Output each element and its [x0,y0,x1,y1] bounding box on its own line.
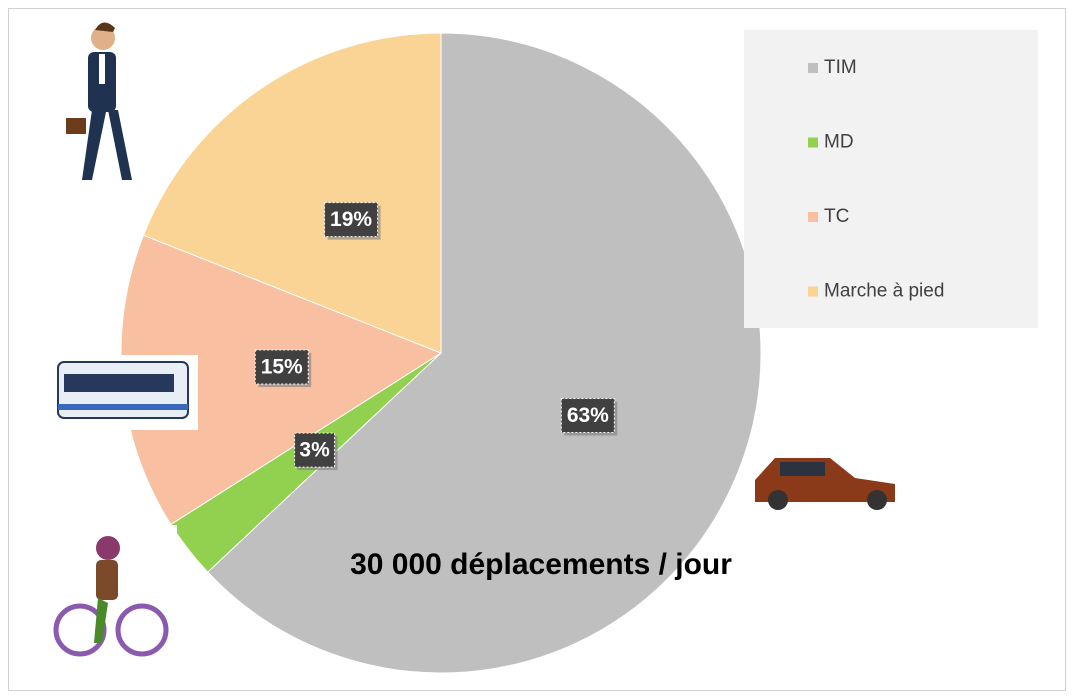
walker-icon [60,20,155,198]
data-label: 19% [330,208,372,231]
cyclist-icon [52,525,177,675]
annotation: 30 000 déplacements / jour [350,548,732,581]
legend-swatch [808,287,818,297]
data-label: 3% [299,439,330,462]
data-label: 15% [261,356,303,379]
chart: 63% 3% 15% 19% TIM MD TC Marche à pied 30 000 … [0,0,1074,700]
data-label: 63% [567,404,609,427]
legend-swatch [808,63,818,73]
car-icon [748,445,903,515]
legend-swatch [808,212,818,222]
legend-label: Marche à pied [824,281,944,302]
legend-label: TC [824,206,849,227]
legend-swatch [808,138,818,148]
page: 63% 3% 15% 19% TIM MD TC Marche à pied 30 000 … [0,0,1074,700]
tram-icon [58,355,198,430]
legend-label: TIM [824,57,857,78]
legend-label: MD [824,132,854,153]
